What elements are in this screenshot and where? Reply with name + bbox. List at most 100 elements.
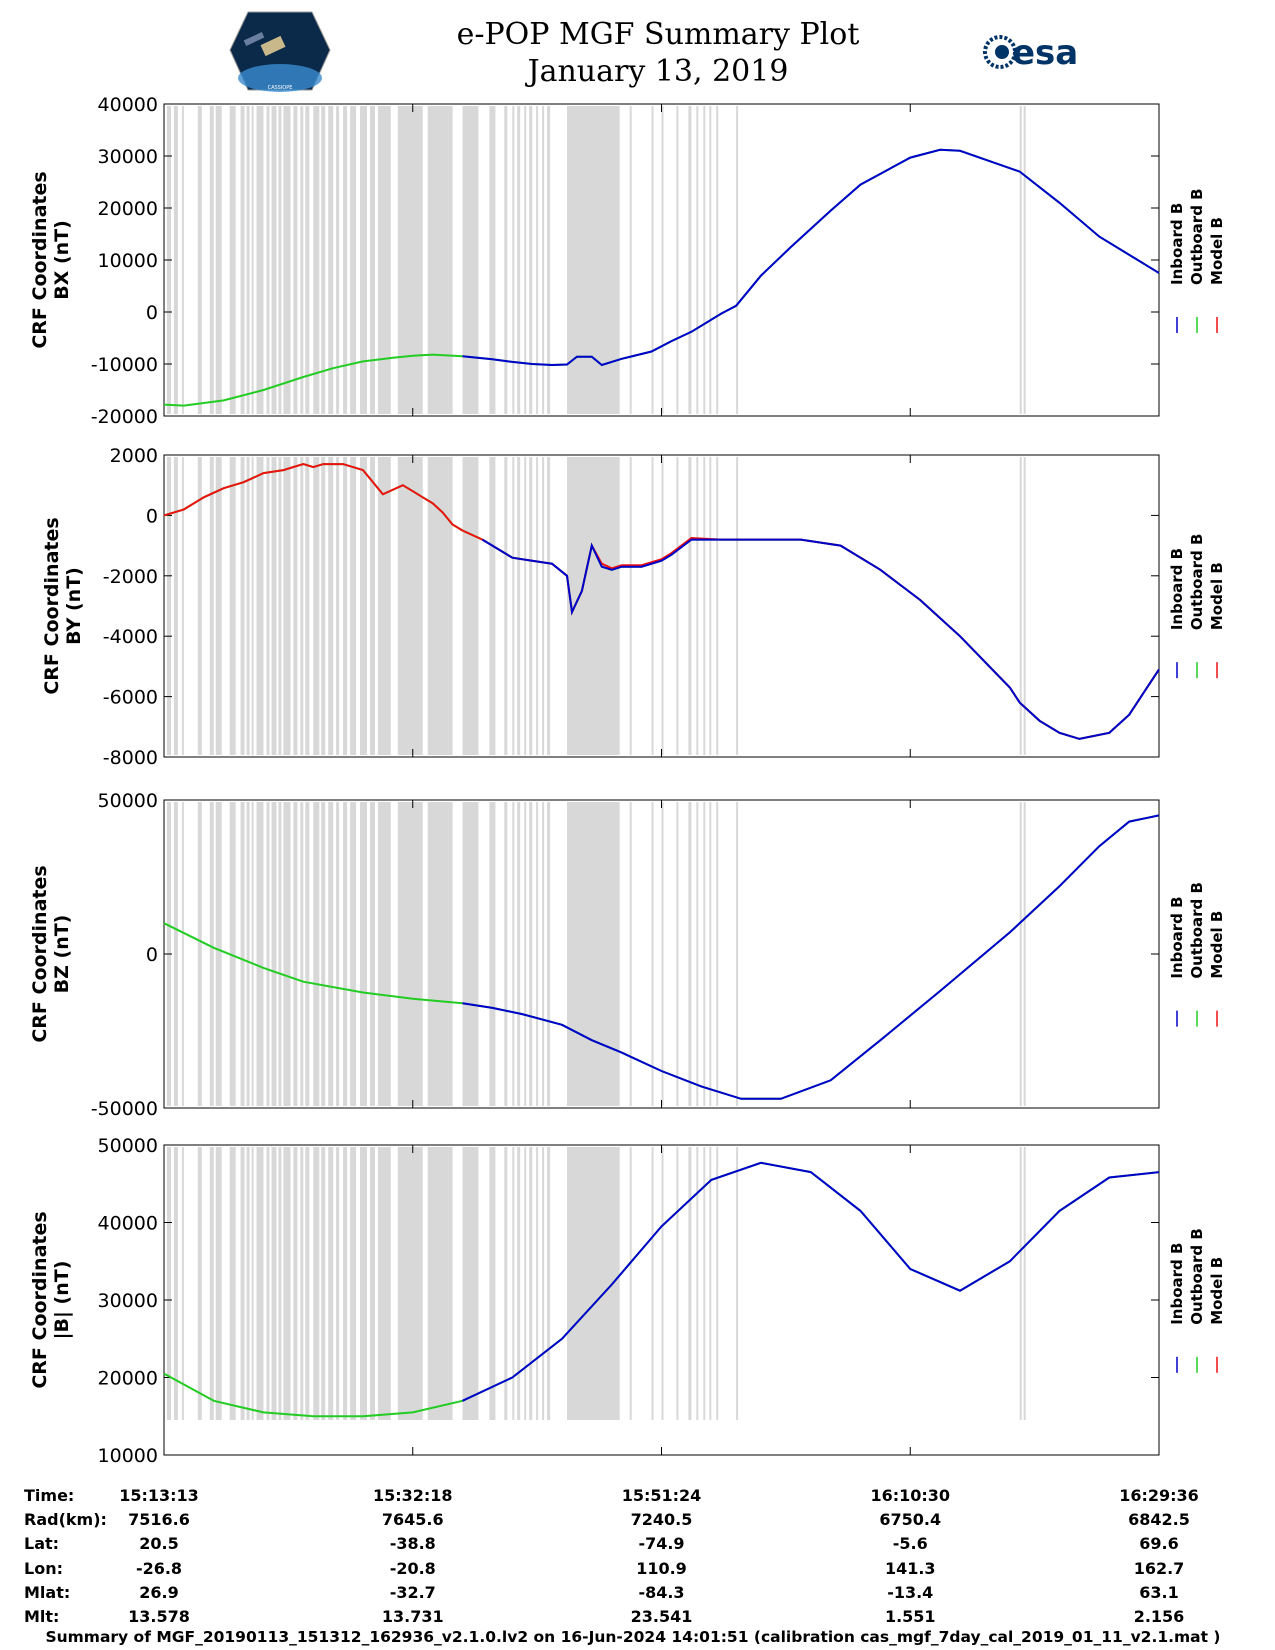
data-gap-band [1019,106,1022,414]
data-gap-band [215,1147,222,1420]
data-gap-band [370,106,375,414]
data-gap-band [736,1147,739,1420]
data-gap-band [305,802,310,1106]
table-cell: 13.578 [128,1607,190,1626]
data-gap-band [173,457,178,755]
data-gap-band [343,457,348,755]
table-row-label: Lat: [24,1534,59,1553]
data-gap-band [709,457,712,755]
y-tick-label: 50000 [98,790,158,812]
panel-1: 40000 30000 20000 10000 0 -10000 -20000 CRF Coo… [29,94,1226,428]
panel-4: 50000 40000 30000 20000 10000 CRF Coordinates… [29,1135,1226,1467]
legend-inboard-label: Inboard B [1168,203,1186,285]
data-gap-band [283,1147,291,1420]
data-gap-band [651,802,654,1106]
data-gap-band [489,106,496,414]
data-gap-band [328,457,334,755]
plot-date: January 13, 2019 [525,54,789,89]
data-gap-band [696,1147,699,1420]
data-gap-band [547,802,551,1106]
data-gap-band [197,457,202,755]
data-gap-band [293,106,298,414]
esa-logo-text: esa [1012,33,1078,73]
table-cell: 110.9 [636,1559,687,1578]
y-axis-label-line1: CRF Coordinates [29,171,51,348]
data-gap-band [305,106,310,414]
legend-model-label: Model B [1208,562,1226,630]
table-cell: 7645.6 [382,1510,444,1529]
data-gap-band [709,802,712,1106]
table-cell: -74.9 [638,1534,684,1553]
data-gap-band [173,802,178,1106]
table-cell: -20.8 [390,1559,436,1578]
data-gap-band [256,802,264,1106]
data-gap-band [629,457,632,755]
data-gap-band [350,457,357,755]
table-cell: -5.6 [893,1534,928,1553]
data-gap-band [651,106,654,414]
data-gap-band [229,106,236,414]
data-gap-band [240,1147,245,1420]
data-gap-band [536,802,539,1106]
table-cell: 16:29:36 [1119,1486,1199,1505]
data-gap-band [167,457,171,755]
data-gap-band [651,457,654,755]
data-gap-band [651,1147,654,1420]
table-cell: 6750.4 [879,1510,941,1529]
data-gap-band [370,802,375,1106]
data-gap-band [266,802,270,1106]
y-axis-label-line2: BY (nT) [63,567,85,645]
data-gap-band [173,1147,178,1420]
data-gap-band [256,106,264,414]
y-tick-label: -6000 [103,687,158,709]
data-gap-band [251,457,254,755]
data-gap-band [266,1147,270,1420]
data-gap-band [567,802,620,1106]
data-gap-band [246,106,250,414]
data-gap-band [181,457,184,755]
data-gap-band [517,457,521,755]
data-gap-band [209,457,214,755]
table-cell: 23.541 [631,1607,693,1626]
table-cell: 141.3 [885,1559,936,1578]
panel-2: 2000 0 -2000 -4000 -6000 -8000 CRF Coordinates… [41,445,1226,769]
data-gap-band [629,1147,632,1420]
data-gap-band [427,802,453,1106]
data-gap-band [377,457,391,755]
data-gap-band [1023,457,1026,755]
table-cell: -32.7 [390,1583,436,1602]
data-gap-band [567,1147,620,1420]
data-gap-band [343,106,348,414]
legend-model-label: Model B [1208,911,1226,979]
data-gap-band [215,106,222,414]
data-gap-band [536,1147,539,1420]
table-cell: 7516.6 [128,1510,190,1529]
data-gap-band [336,1147,340,1420]
data-gap-band [181,106,184,414]
data-gap-band [504,1147,508,1420]
legend-outboard-label: Outboard B [1188,882,1206,979]
data-gap-band [688,106,692,414]
table-cell: 15:13:13 [119,1486,199,1505]
data-gap-band [300,1147,304,1420]
data-gap-band [246,1147,250,1420]
data-gap-band [370,457,375,755]
data-gap-band [293,802,298,1106]
y-tick-label: 30000 [98,1290,158,1312]
data-gap-band [504,457,508,755]
data-gap-band [397,1147,423,1420]
data-gap-band [328,802,334,1106]
data-gap-band [240,457,245,755]
data-gap-band [1019,457,1022,755]
data-gap-band [529,457,533,755]
header: CASSIOPE e-POP MGF Summary Plot January … [229,11,1078,92]
data-gap-band [313,457,320,755]
data-gap-band [377,1147,391,1420]
data-gap-band [256,1147,264,1420]
data-gap-band [536,106,539,414]
y-axis-label-line2: |B| (nT) [51,1261,73,1340]
data-gap-band [343,802,348,1106]
table-cell: 63.1 [1139,1583,1178,1602]
data-gap-band [377,802,391,1106]
data-gap-band [716,802,719,1106]
